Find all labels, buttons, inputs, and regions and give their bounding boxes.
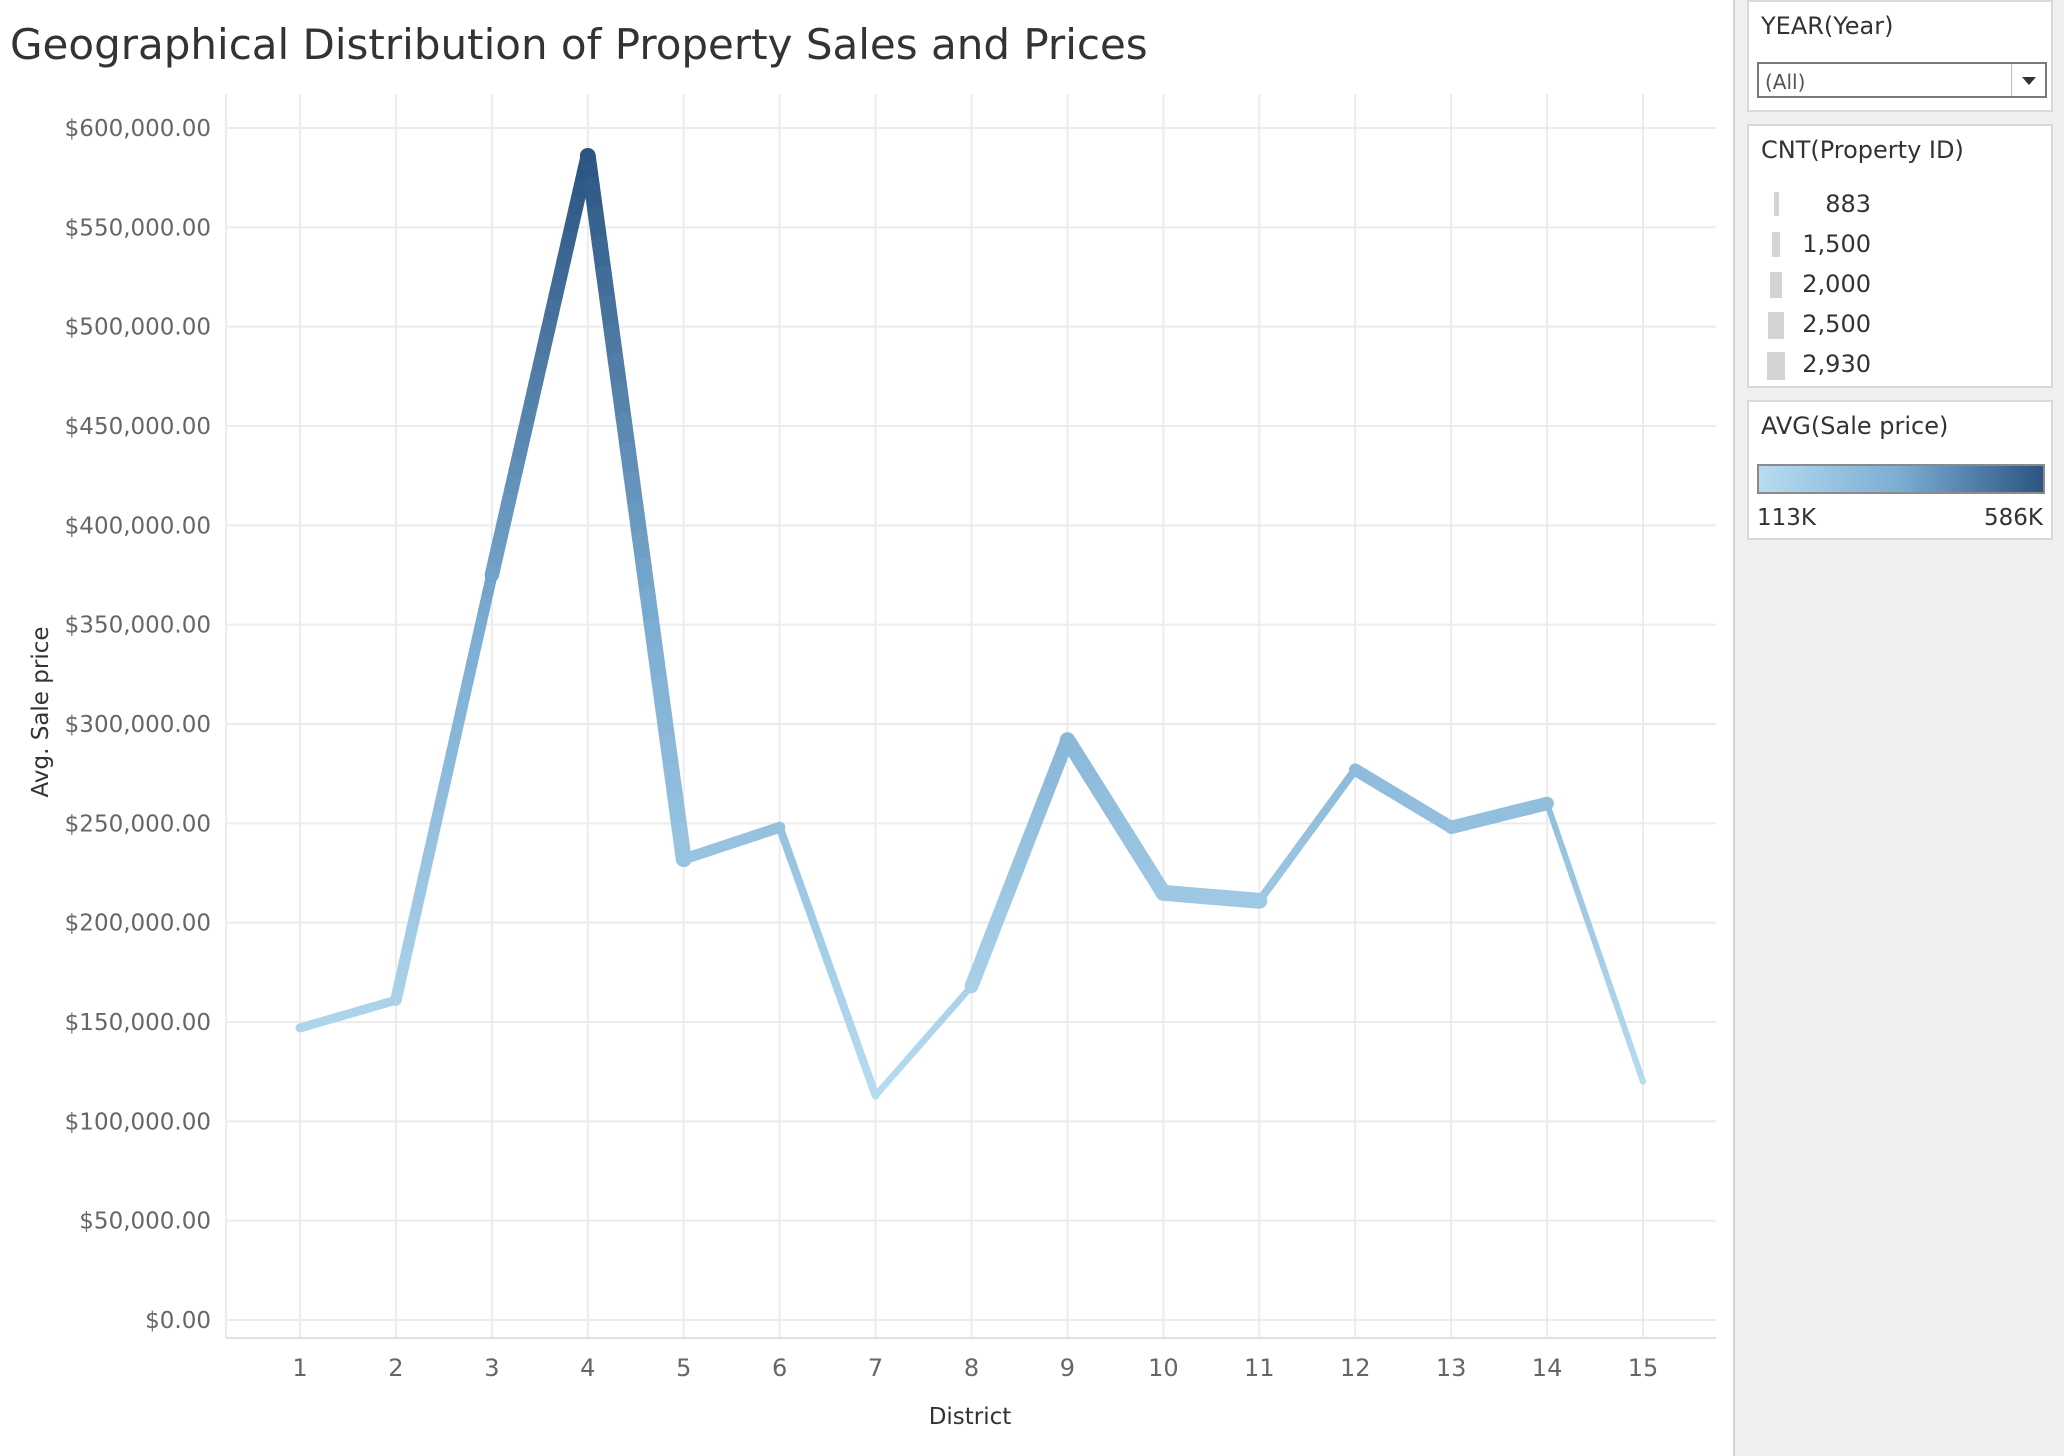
data-point[interactable] — [1155, 885, 1172, 901]
x-tick-label: 4 — [580, 1354, 595, 1382]
x-tick-label: 10 — [1148, 1354, 1179, 1382]
x-tick-label: 2 — [388, 1354, 403, 1382]
x-tick-label: 1 — [292, 1354, 307, 1382]
y-tick-label: $0.00 — [145, 1308, 211, 1334]
vertical-gridlines — [225, 94, 1716, 1339]
y-tick-label: $150,000.00 — [65, 1010, 211, 1036]
year-filter-card: YEAR(Year) (All) — [1747, 0, 2053, 112]
series-line — [295, 147, 1646, 1100]
side-panel: YEAR(Year) (All) CNT(Property ID) 883 1,5… — [1733, 0, 2064, 1456]
data-point[interactable] — [871, 1091, 880, 1100]
size-legend-mark — [1773, 192, 1779, 216]
x-tick-label: 14 — [1532, 1354, 1563, 1382]
x-tick-label: 6 — [772, 1354, 787, 1382]
size-legend-mark — [1769, 272, 1783, 299]
y-tick-label: $50,000.00 — [79, 1209, 211, 1235]
color-gradient-bar — [1757, 464, 2045, 494]
size-legend-mark — [1768, 312, 1784, 340]
size-legend-label: 2,500 — [1802, 310, 1871, 338]
data-point[interactable] — [675, 851, 692, 868]
size-legend-label: 883 — [1825, 190, 1871, 218]
y-tick-label: $450,000.00 — [65, 414, 211, 440]
x-tick-label: 5 — [676, 1354, 691, 1382]
y-axis-ticks: $0.00 $50,000.00 $100,000.00 $150,000.00 $20… — [65, 116, 211, 1334]
size-legend-card: CNT(Property ID) 883 1,500 2,000 2,500 2,930 — [1747, 124, 2053, 388]
y-tick-label: $200,000.00 — [65, 911, 211, 937]
chevron-down-icon — [2022, 77, 2036, 85]
size-legend-item: 1,500 — [1749, 226, 2049, 266]
data-point[interactable] — [391, 995, 401, 1005]
chart-title: Geographical Distribution of Property Sa… — [10, 20, 1148, 69]
data-point[interactable] — [1640, 1078, 1646, 1085]
size-legend-item: 2,000 — [1749, 266, 2049, 306]
y-tick-label: $250,000.00 — [65, 811, 211, 837]
size-legend-mark — [1771, 232, 1781, 258]
x-tick-label: 13 — [1436, 1354, 1467, 1382]
data-point[interactable] — [968, 982, 975, 990]
data-point[interactable] — [486, 569, 498, 581]
data-point[interactable] — [1444, 821, 1458, 834]
data-point[interactable] — [774, 821, 786, 833]
x-axis-title: District — [929, 1404, 1012, 1430]
size-legend-item: 2,930 — [1749, 346, 2049, 386]
y-tick-label: $300,000.00 — [65, 712, 211, 738]
color-legend-max: 586K — [1984, 505, 2043, 531]
y-tick-label: $600,000.00 — [65, 116, 211, 142]
size-legend-item: 2,500 — [1749, 306, 2049, 346]
size-legend-item: 883 — [1749, 186, 2049, 226]
y-tick-label: $500,000.00 — [65, 315, 211, 341]
x-tick-label: 11 — [1244, 1354, 1275, 1382]
data-point[interactable] — [1540, 796, 1554, 811]
year-filter-dropdown[interactable]: (All) — [1757, 62, 2047, 98]
y-axis-title: Avg. Sale price — [28, 626, 54, 797]
year-filter-title: YEAR(Year) — [1761, 12, 1894, 40]
size-legend-title: CNT(Property ID) — [1761, 136, 1964, 164]
y-tick-label: $400,000.00 — [65, 513, 211, 539]
x-tick-label: 8 — [964, 1354, 979, 1382]
dropdown-button[interactable] — [2011, 64, 2045, 96]
x-tick-label: 3 — [484, 1354, 499, 1382]
size-legend-mark — [1767, 352, 1785, 380]
x-axis-ticks: 1 2 3 4 5 6 7 8 9 10 11 12 13 14 15 — [292, 1354, 1658, 1382]
data-point[interactable] — [1351, 765, 1360, 774]
series-points — [296, 148, 1646, 1100]
y-tick-label: $350,000.00 — [65, 613, 211, 639]
x-tick-label: 7 — [868, 1354, 883, 1382]
color-legend-card: AVG(Sale price) 113K 586K — [1747, 400, 2053, 540]
data-point[interactable] — [296, 1024, 304, 1032]
color-legend-min: 113K — [1757, 505, 1816, 531]
x-tick-label: 12 — [1340, 1354, 1371, 1382]
data-point[interactable] — [1251, 892, 1268, 909]
color-legend-title: AVG(Sale price) — [1761, 412, 1949, 440]
data-point[interactable] — [580, 148, 595, 164]
data-point[interactable] — [1060, 732, 1075, 747]
size-legend-label: 1,500 — [1802, 230, 1871, 258]
size-legend-label: 2,000 — [1802, 270, 1871, 298]
line-chart: $0.00 $50,000.00 $100,000.00 $150,000.00 $20… — [28, 94, 1716, 1430]
x-tick-label: 9 — [1060, 1354, 1075, 1382]
size-legend-label: 2,930 — [1802, 350, 1871, 378]
y-tick-label: $550,000.00 — [65, 215, 211, 241]
x-tick-label: 15 — [1628, 1354, 1659, 1382]
year-filter-value: (All) — [1765, 70, 1806, 94]
y-tick-label: $100,000.00 — [65, 1109, 211, 1135]
